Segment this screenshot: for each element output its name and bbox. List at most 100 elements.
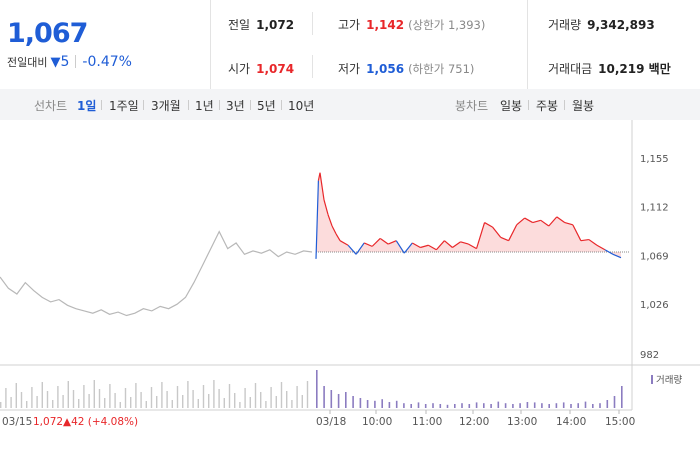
- price-line-segment: [331, 225, 337, 235]
- x-tick-label: 12:00: [459, 416, 489, 428]
- divider: [250, 100, 251, 110]
- volume-bar: [403, 403, 405, 408]
- prev-volume-bar: [140, 392, 142, 408]
- prev-volume-bar: [104, 398, 106, 408]
- prev-volume-bar: [187, 381, 189, 408]
- change-label: 전일대비: [7, 56, 48, 69]
- stat-low: 저가 1,056 (하한가 751): [338, 60, 474, 77]
- stat-label: 시가: [228, 62, 251, 76]
- prev-volume-bar: [124, 388, 127, 408]
- prev-volume-bar: [5, 388, 7, 408]
- volume-bar: [316, 370, 318, 408]
- price-line-segment: [363, 242, 373, 247]
- price-line-segment: [347, 244, 357, 255]
- tab-3-years[interactable]: 3년: [226, 99, 245, 113]
- volume-bar: [381, 399, 383, 408]
- volume-bar: [577, 403, 579, 408]
- prev-volume-bar: [176, 386, 179, 408]
- prev-day-date: 03/15: [2, 416, 32, 428]
- price-line-segment: [540, 219, 550, 227]
- prev-volume-bar: [98, 389, 101, 408]
- price-line-segment: [580, 238, 589, 242]
- prev-volume-bar: [93, 380, 95, 408]
- prev-volume-bar: [306, 381, 309, 408]
- volume-legend-swatch: [651, 375, 653, 384]
- prev-volume-bar: [52, 400, 54, 408]
- prev-volume-bar: [286, 391, 288, 408]
- prev-volume-bar: [166, 391, 168, 408]
- stat-value: 1,142: [366, 18, 405, 32]
- stat-amount: 거래대금 10,219 백만: [548, 60, 671, 77]
- stat-label: 전일: [228, 18, 251, 32]
- prev-volume-bar: [280, 382, 283, 408]
- volume-bar: [541, 403, 543, 408]
- divider: [219, 100, 220, 110]
- tab-1-week[interactable]: 1주일: [109, 99, 139, 113]
- prev-day-close: 1,072: [33, 416, 63, 428]
- prev-volume-bar: [62, 395, 64, 408]
- volume-bar: [330, 390, 333, 408]
- stat-open: 시가 1,074: [228, 60, 294, 77]
- prev-volume-bar: [130, 397, 132, 408]
- prev-volume-bar: [239, 402, 241, 408]
- divider: [564, 100, 565, 110]
- volume-bar: [562, 402, 565, 408]
- tab-daily-candle[interactable]: 일봉: [500, 99, 523, 113]
- price-line-segment: [524, 217, 534, 224]
- prev-volume-bar: [67, 381, 69, 408]
- stat-label: 고가: [338, 18, 361, 32]
- tab-10-years[interactable]: 10년: [288, 99, 315, 113]
- stat-volume: 거래량 9,342,893: [548, 16, 655, 33]
- prev-volume-bar: [197, 399, 199, 408]
- price-line-segment: [588, 239, 598, 246]
- prev-volume-bar: [83, 385, 85, 408]
- stock-quote-panel: 1,067 전일대비 ▼5 -0.47% 전일 1,072 시가 1,074 고가 1,1…: [0, 0, 700, 90]
- x-tick-label: 10:00: [362, 416, 392, 428]
- prev-volume-bar: [202, 385, 205, 408]
- prev-volume-bar: [254, 383, 257, 408]
- tab-5-years[interactable]: 5년: [257, 99, 276, 113]
- volume-bar: [359, 398, 362, 408]
- volume-bar: [584, 401, 587, 408]
- price-line-segment: [596, 244, 606, 251]
- tab-1-year[interactable]: 1년: [195, 99, 214, 113]
- divider: [143, 100, 144, 110]
- prev-volume-bar: [192, 390, 194, 408]
- tab-monthly-candle[interactable]: 월봉: [572, 99, 595, 113]
- volume-bar: [432, 403, 434, 408]
- volume-bar: [454, 404, 456, 408]
- volume-bar: [410, 404, 412, 408]
- price-line-segment: [484, 222, 493, 228]
- divider: [312, 12, 313, 35]
- prev-volume-bar: [36, 396, 38, 408]
- price-line-segment: [315, 180, 320, 259]
- divider: [528, 100, 529, 110]
- prev-volume-bar: [114, 393, 116, 408]
- lower-limit: (하한가 751): [408, 62, 475, 76]
- price-line-segment: [460, 241, 469, 245]
- volume-bar: [424, 404, 427, 408]
- tab-1-day[interactable]: 1일: [77, 99, 97, 113]
- price-line-segment: [556, 216, 566, 224]
- prev-volume-bar: [244, 388, 246, 408]
- stat-value: 1,074: [256, 62, 295, 76]
- price-area-fill: [316, 172, 621, 259]
- prev-volume-bar: [234, 393, 236, 408]
- volume-bar: [504, 403, 507, 408]
- price-line-segment: [403, 242, 413, 254]
- prev-volume-bar: [223, 398, 225, 408]
- prev-volume-bar: [20, 392, 23, 408]
- line-chart-label: 선차트: [34, 99, 68, 113]
- volume-bar: [621, 386, 623, 408]
- volume-bar: [439, 404, 442, 408]
- volume-bar: [323, 386, 325, 408]
- tab-weekly-candle[interactable]: 주봉: [536, 99, 559, 113]
- prev-volume-bar: [72, 390, 75, 408]
- change-percent: -0.47%: [82, 54, 132, 70]
- current-price: 1,067: [7, 18, 88, 49]
- price-line-segment: [371, 238, 381, 247]
- price-line-segment: [339, 240, 349, 246]
- tab-3-months[interactable]: 3개월: [151, 99, 181, 113]
- stat-high: 고가 1,142 (상한가 1,393): [338, 16, 485, 33]
- price-line-segment: [564, 222, 574, 226]
